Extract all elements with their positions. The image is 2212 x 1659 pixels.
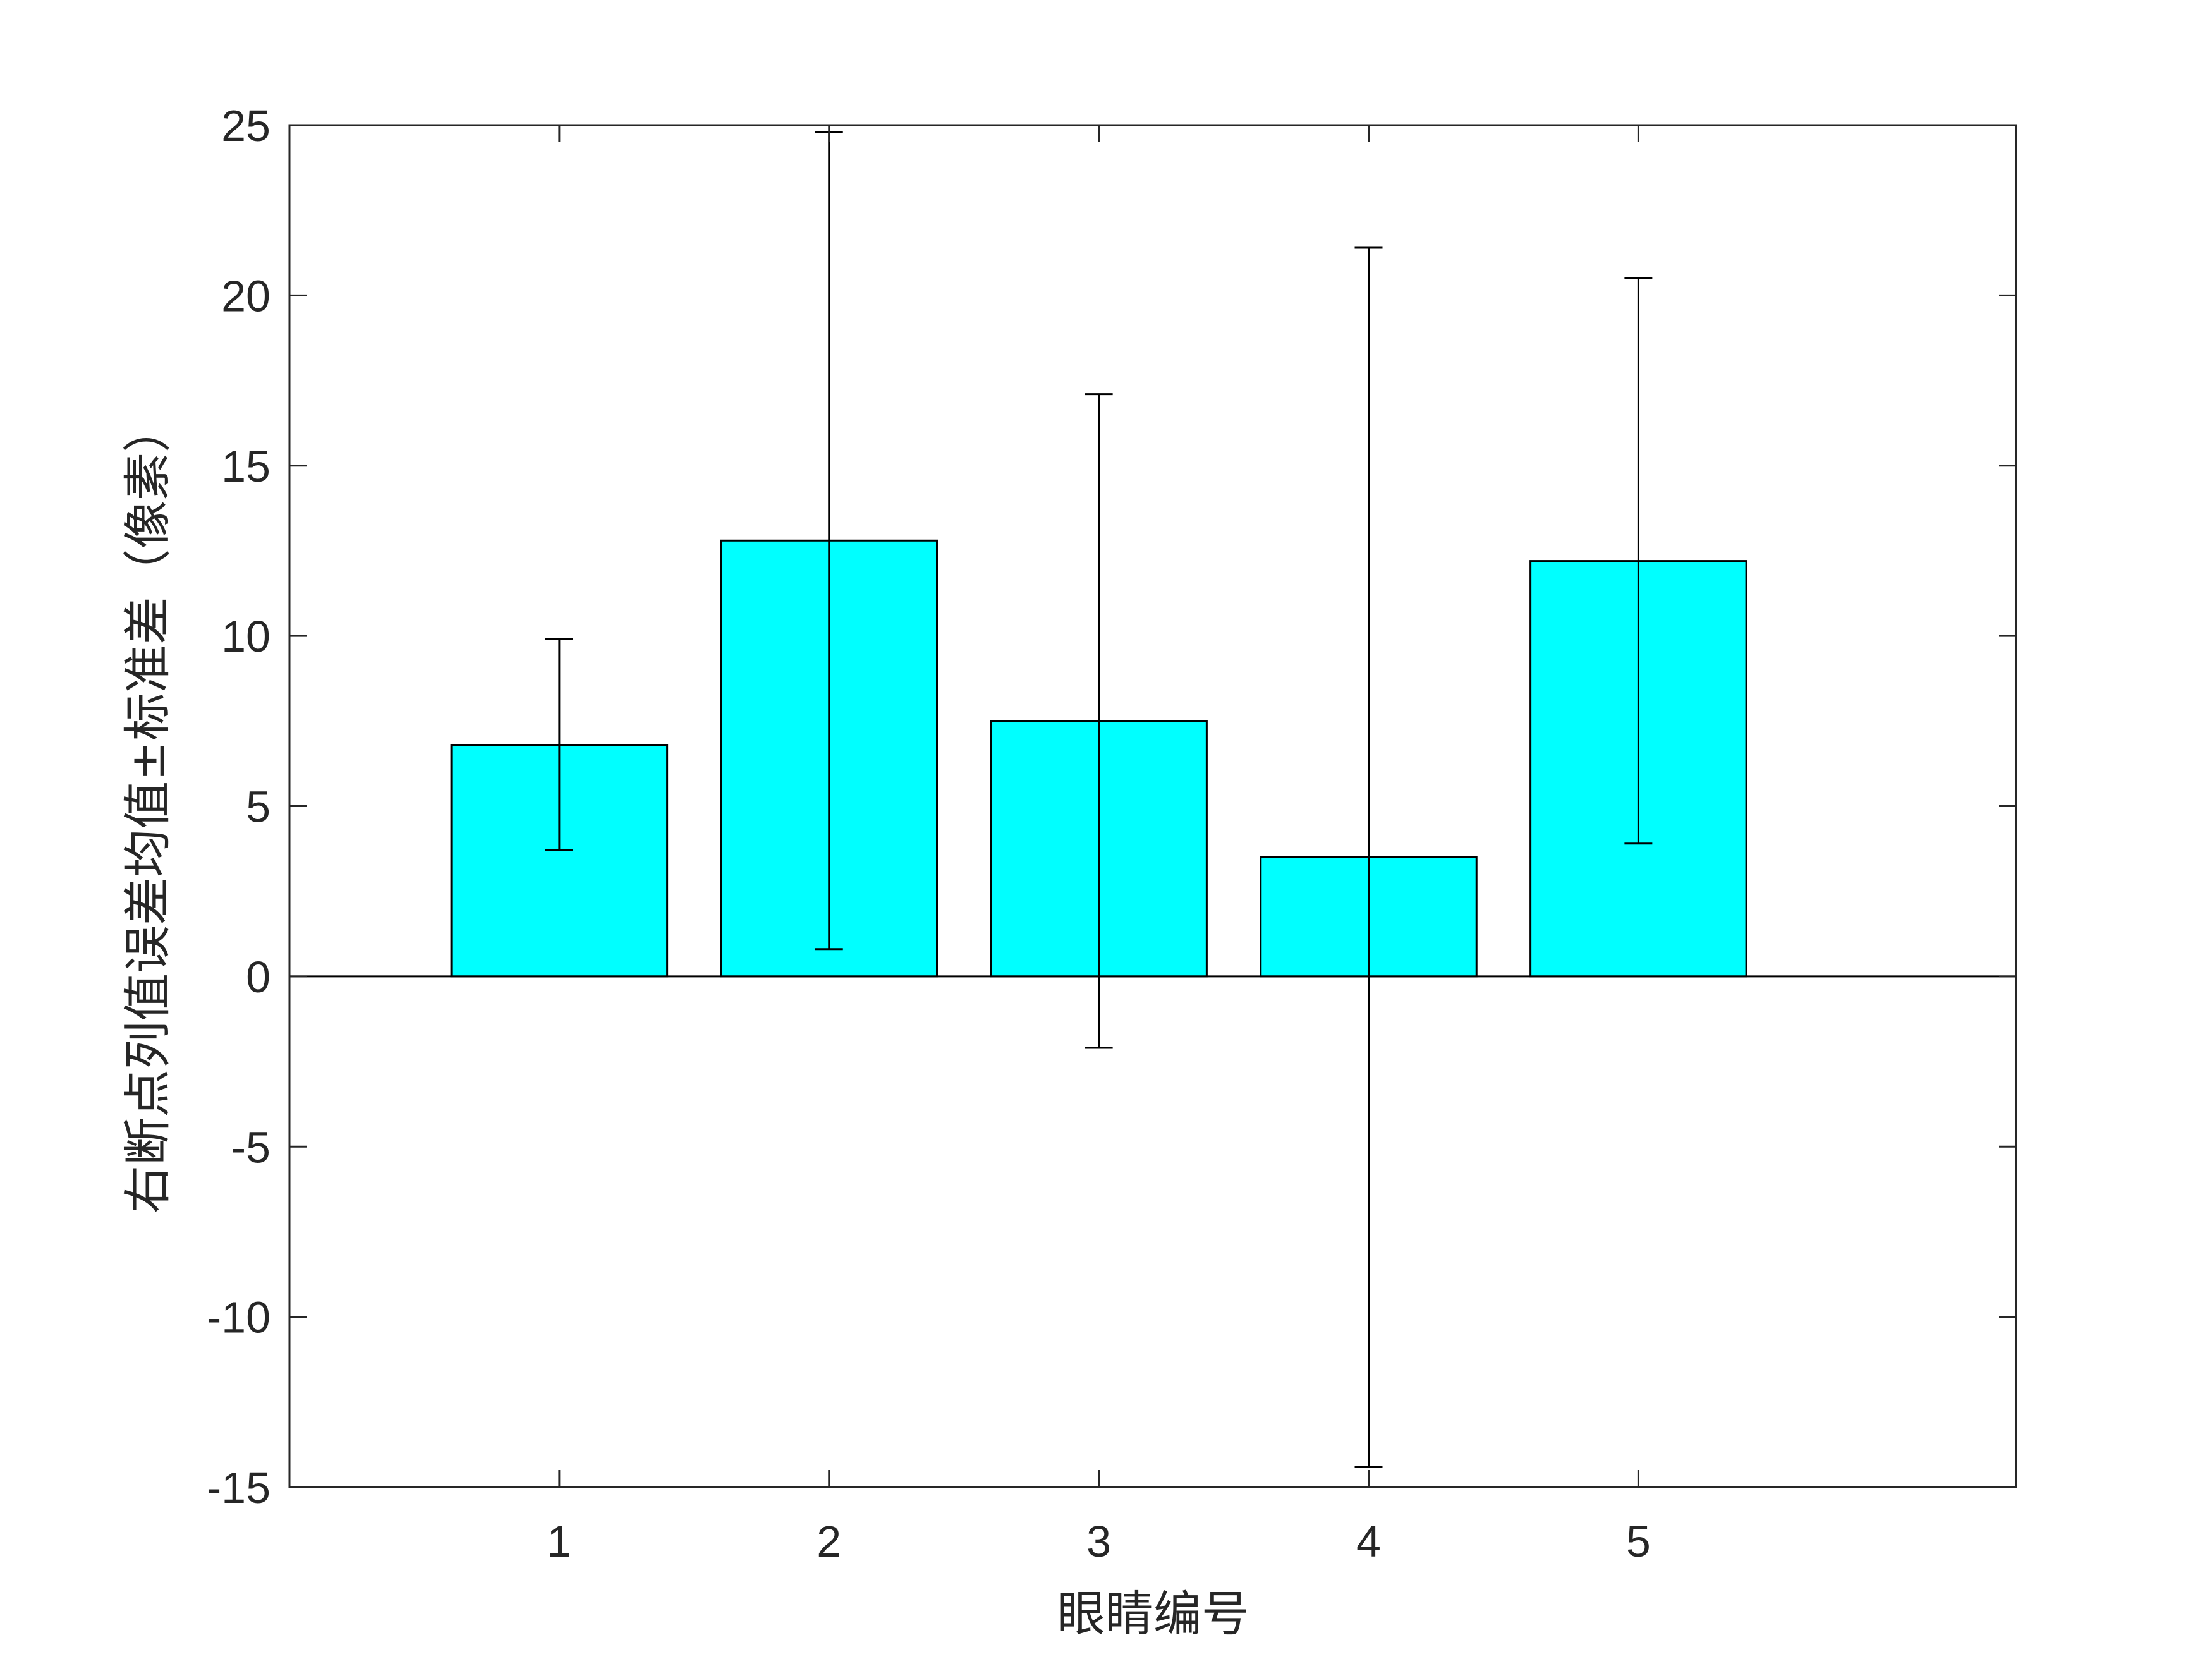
y-tick-label: 10: [221, 612, 270, 661]
y-tick-label: -10: [207, 1293, 270, 1342]
labels-layer: -15 -10 -5 0 5 10 15 20 25 1 2 3 4 5: [207, 101, 1651, 1566]
y-tick-label: -15: [207, 1463, 270, 1512]
y-tick-label: -5: [231, 1122, 270, 1172]
y-tick-label: 25: [221, 101, 270, 150]
y-tick-label: 15: [221, 442, 270, 491]
y-axis-title: 右断点列值误差均值±标准差（像素）: [119, 404, 176, 1213]
x-axis-title: 眼睛编号: [1057, 1586, 1249, 1642]
y-tick-label: 5: [246, 782, 270, 832]
x-tick-label: 3: [1086, 1517, 1111, 1566]
error-bar-4: [1354, 246, 1383, 1468]
x-tick-label: 1: [547, 1517, 571, 1566]
y-tick-label: 0: [246, 952, 270, 1002]
x-tick-label: 2: [817, 1517, 841, 1566]
x-tick-label: 4: [1356, 1517, 1381, 1566]
error-bars-layer: [545, 131, 1653, 1468]
error-bar-3: [1085, 393, 1113, 1049]
x-tick-label: 5: [1626, 1517, 1651, 1566]
y-tick-label: 20: [221, 271, 270, 320]
axes-layer: [288, 124, 2017, 1488]
error-bar-1: [545, 638, 573, 852]
error-bar-5: [1624, 277, 1653, 845]
